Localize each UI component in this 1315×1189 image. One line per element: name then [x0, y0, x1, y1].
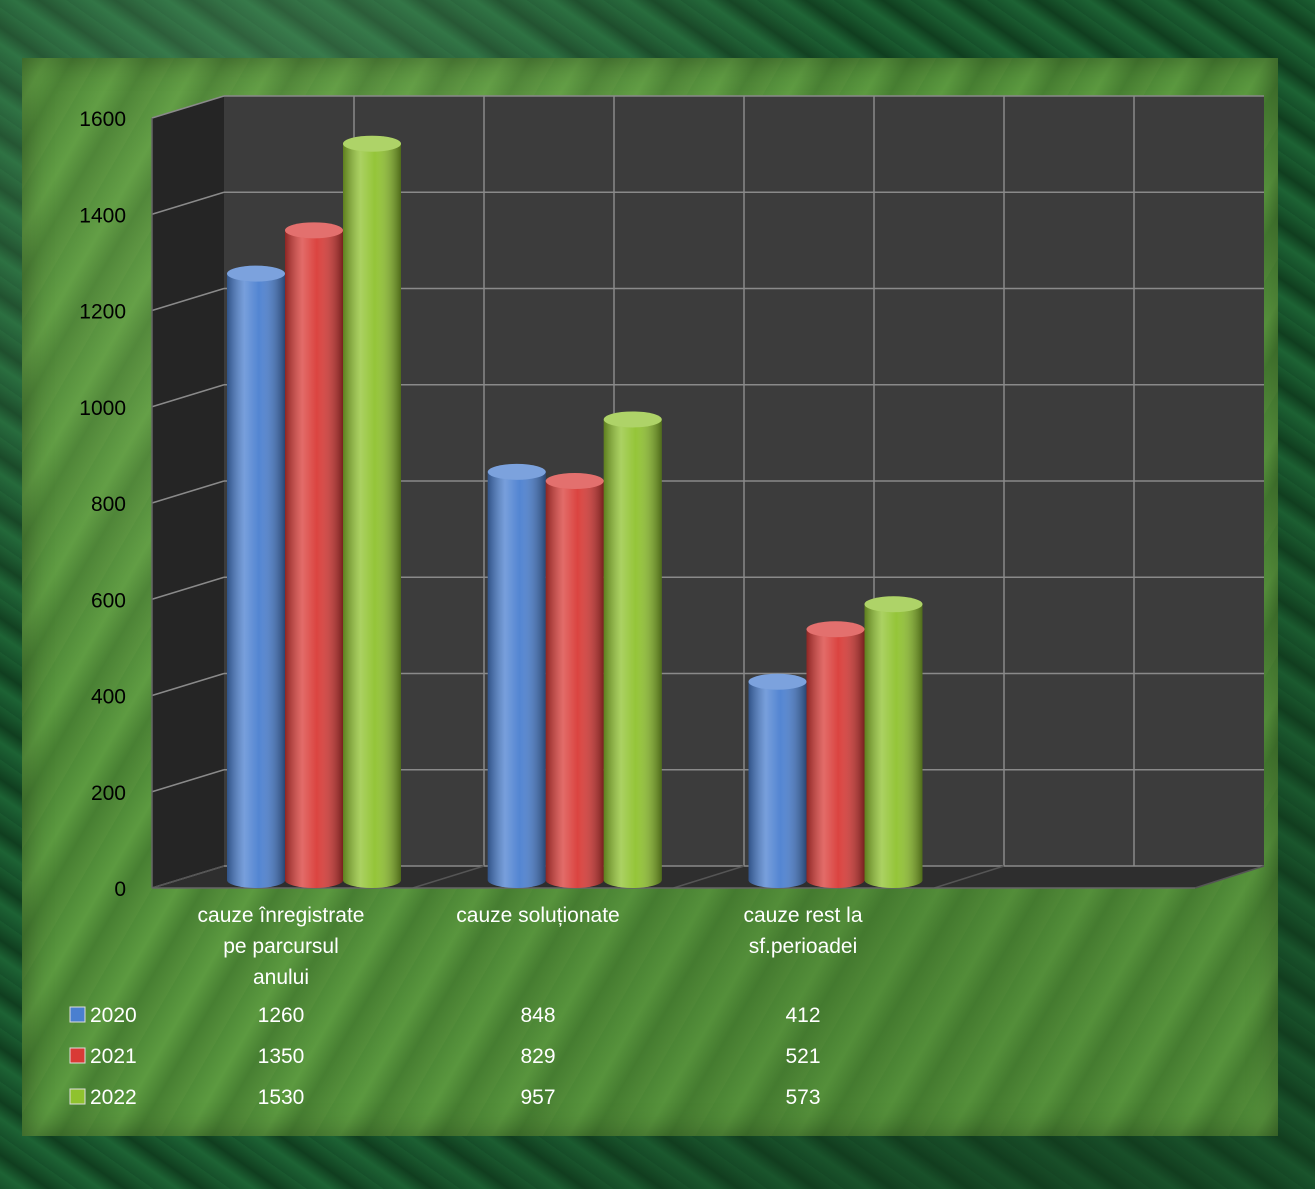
legend-label: 2020 — [90, 1004, 137, 1027]
bar-top-highlight — [285, 222, 343, 239]
bar-top-highlight — [227, 265, 285, 282]
bar-top-highlight — [343, 135, 401, 152]
bar-top — [487, 463, 546, 480]
bar-top — [227, 265, 285, 282]
bar-shade — [603, 419, 662, 888]
legend-key-2022 — [69, 1088, 86, 1105]
y-tick-label: 400 — [91, 686, 126, 709]
gridline-side — [151, 95, 225, 119]
gridline-side — [151, 576, 225, 600]
bar-shade — [343, 143, 401, 888]
y-tick-label: 1200 — [79, 301, 126, 324]
legend-label: 2022 — [90, 1086, 137, 1109]
y-tick-label: 800 — [91, 493, 126, 516]
bar-shade — [545, 481, 604, 888]
gridline-side — [151, 769, 225, 793]
bar-top — [806, 621, 865, 638]
category-label: sf.perioadei — [749, 935, 858, 958]
bar-shade — [227, 273, 285, 888]
y-tick-label: 600 — [91, 589, 126, 612]
bar-shade — [864, 604, 923, 888]
floor-divider — [934, 865, 1005, 889]
category-label: pe parcursul — [223, 935, 339, 958]
table-value: 1530 — [258, 1086, 305, 1109]
y-tick-label: 200 — [91, 782, 126, 805]
table-value: 957 — [520, 1086, 555, 1109]
floor-divider — [151, 865, 225, 889]
gridline-side — [151, 672, 225, 697]
legend-label: 2021 — [90, 1045, 137, 1068]
gridline-side — [151, 287, 225, 312]
bar-shade — [487, 471, 546, 888]
gridline-side — [151, 384, 225, 408]
bar-top — [864, 596, 923, 613]
bar-top-highlight — [545, 473, 604, 490]
bar-top — [748, 673, 807, 690]
bar-top-highlight — [864, 596, 923, 613]
bar-top — [545, 473, 604, 490]
category-label: cauze soluționate — [456, 904, 619, 927]
bar-top — [285, 222, 343, 239]
bar-top — [343, 135, 401, 152]
table-value: 412 — [785, 1004, 820, 1027]
bar-top — [603, 411, 662, 428]
bar-shade — [806, 629, 865, 888]
table-value: 848 — [520, 1004, 555, 1027]
category-label: cauze înregistrate — [198, 904, 365, 927]
bar-top-highlight — [603, 411, 662, 428]
bar-shade — [285, 230, 343, 888]
floor-divider — [412, 865, 485, 889]
table-value: 1260 — [258, 1004, 305, 1027]
gridline-side — [151, 480, 225, 504]
category-label: anului — [253, 966, 309, 989]
table-value: 829 — [520, 1045, 555, 1068]
bar-shade — [748, 681, 807, 888]
gridline-side — [151, 191, 225, 215]
floor-divider — [673, 865, 745, 889]
bar-top-highlight — [748, 673, 807, 690]
y-tick-label: 1600 — [79, 108, 126, 131]
legend-key-2021 — [69, 1047, 86, 1064]
bar-top-highlight — [806, 621, 865, 638]
table-value: 1350 — [258, 1045, 305, 1068]
floor-divider — [1194, 865, 1265, 889]
bar-top-highlight — [487, 463, 546, 480]
category-label: cauze rest la — [743, 904, 862, 927]
table-value: 573 — [785, 1086, 820, 1109]
y-tick-label: 1000 — [79, 397, 126, 420]
y-tick-label: 1400 — [79, 204, 126, 227]
table-value: 521 — [785, 1045, 820, 1068]
y-tick-label: 0 — [114, 878, 126, 901]
legend-key-2020 — [69, 1006, 86, 1023]
